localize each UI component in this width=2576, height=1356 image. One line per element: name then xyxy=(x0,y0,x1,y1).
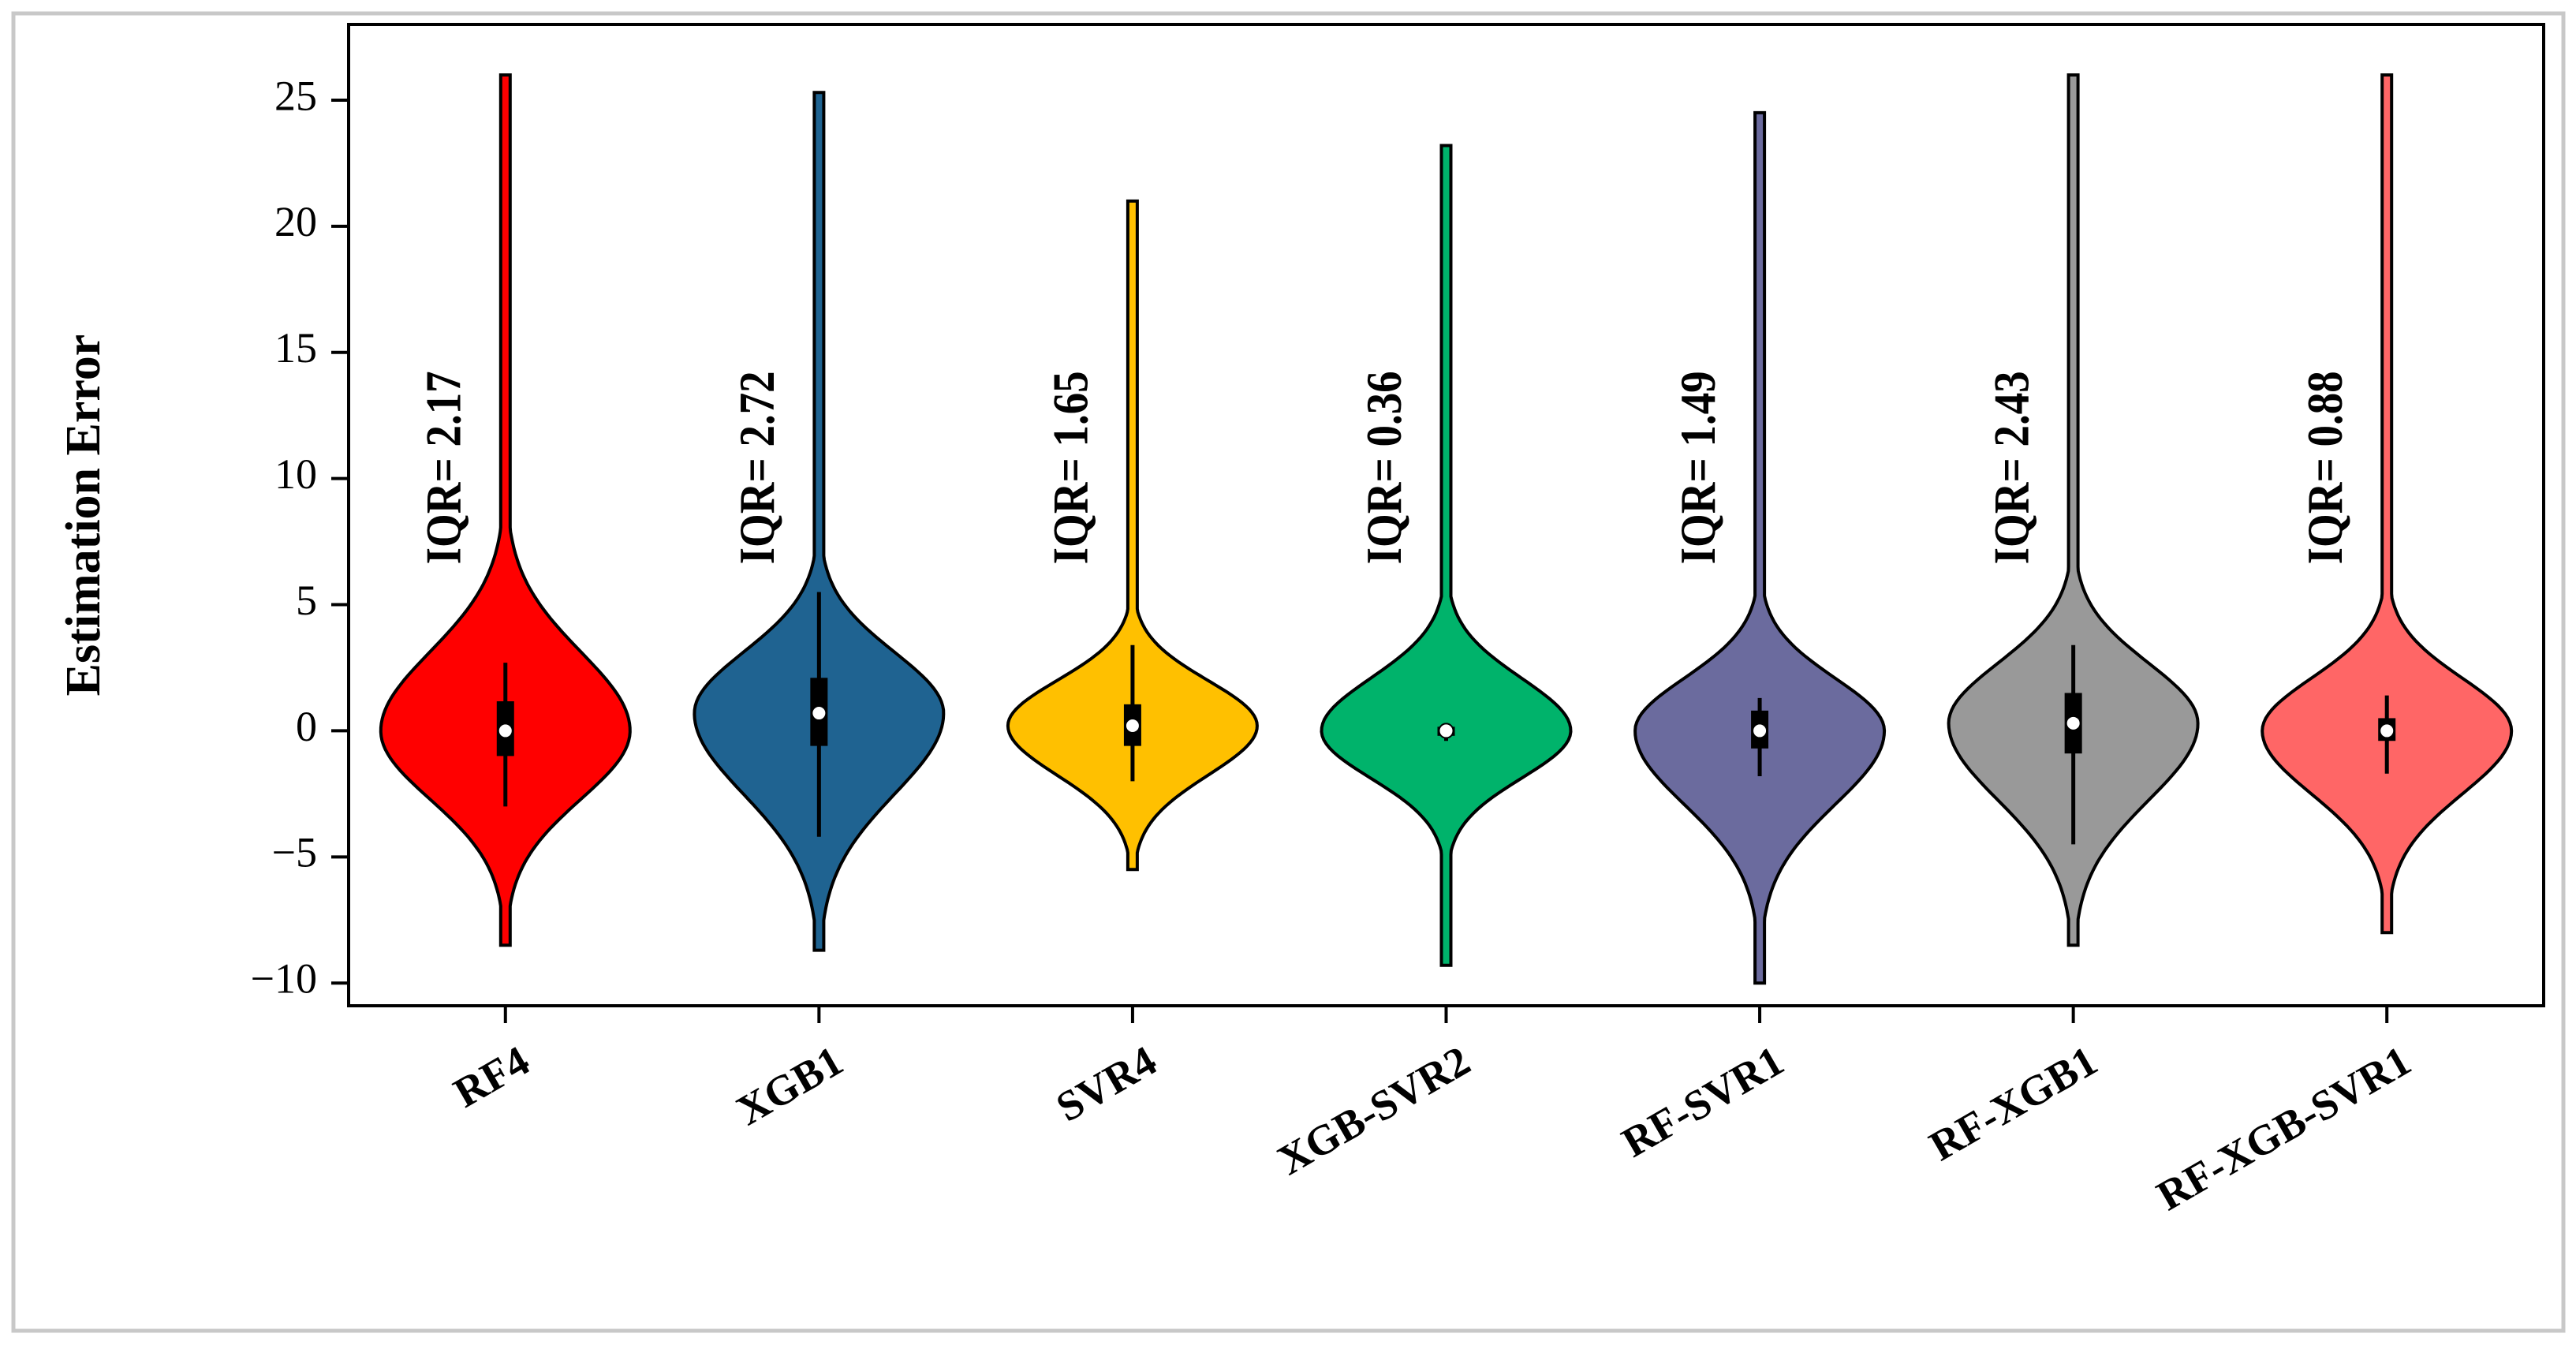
y-axis-label: Estimation Error xyxy=(57,334,110,697)
violin xyxy=(1947,73,2200,947)
y-tick-label: 25 xyxy=(274,72,317,119)
violin xyxy=(1633,110,1887,985)
violin xyxy=(1006,199,1259,872)
iqr-annotation: IQR= 2.17 xyxy=(415,371,471,564)
iqr-annotation: IQR= 1.49 xyxy=(1670,371,1726,564)
x-tick-label: RF-XGB1 xyxy=(1921,1037,2105,1170)
median xyxy=(1438,723,1454,739)
iqr-annotation: IQR= 1.65 xyxy=(1043,371,1099,564)
iqr-annotation: IQR= 2.43 xyxy=(1983,371,2039,564)
violin xyxy=(1320,144,1573,967)
iqr-annotation: IQR= 0.36 xyxy=(1356,371,1412,564)
frame xyxy=(11,11,2566,1333)
x-tick-label: RF4 xyxy=(446,1037,537,1116)
x-tick-label: RF-SVR1 xyxy=(1614,1037,1791,1166)
x-tick-label: XGB1 xyxy=(729,1037,851,1134)
iqr-annotation: IQR= 2.72 xyxy=(729,371,785,564)
x-tick-label: XGB-SVR2 xyxy=(1270,1037,1478,1184)
median xyxy=(811,705,827,722)
y-tick-label: −5 xyxy=(272,829,317,876)
y-tick-label: 5 xyxy=(296,577,317,624)
y-tick-label: −10 xyxy=(251,955,317,1003)
iqr-annotation: IQR= 0.88 xyxy=(2297,371,2353,564)
y-tick-label: 0 xyxy=(296,703,317,750)
median xyxy=(2065,715,2081,731)
y-tick-label: 10 xyxy=(274,450,317,498)
y-tick-label: 20 xyxy=(274,198,317,245)
violin xyxy=(693,91,946,952)
y-tick-label: 15 xyxy=(274,324,317,372)
violin xyxy=(2261,73,2514,935)
x-tick-label: RF-XGB-SVR1 xyxy=(2149,1037,2419,1220)
median xyxy=(1124,718,1141,734)
x-tick-label: SVR4 xyxy=(1048,1037,1164,1130)
violin xyxy=(379,73,632,947)
median xyxy=(2379,723,2395,739)
median xyxy=(497,723,513,739)
median xyxy=(1752,723,1768,739)
